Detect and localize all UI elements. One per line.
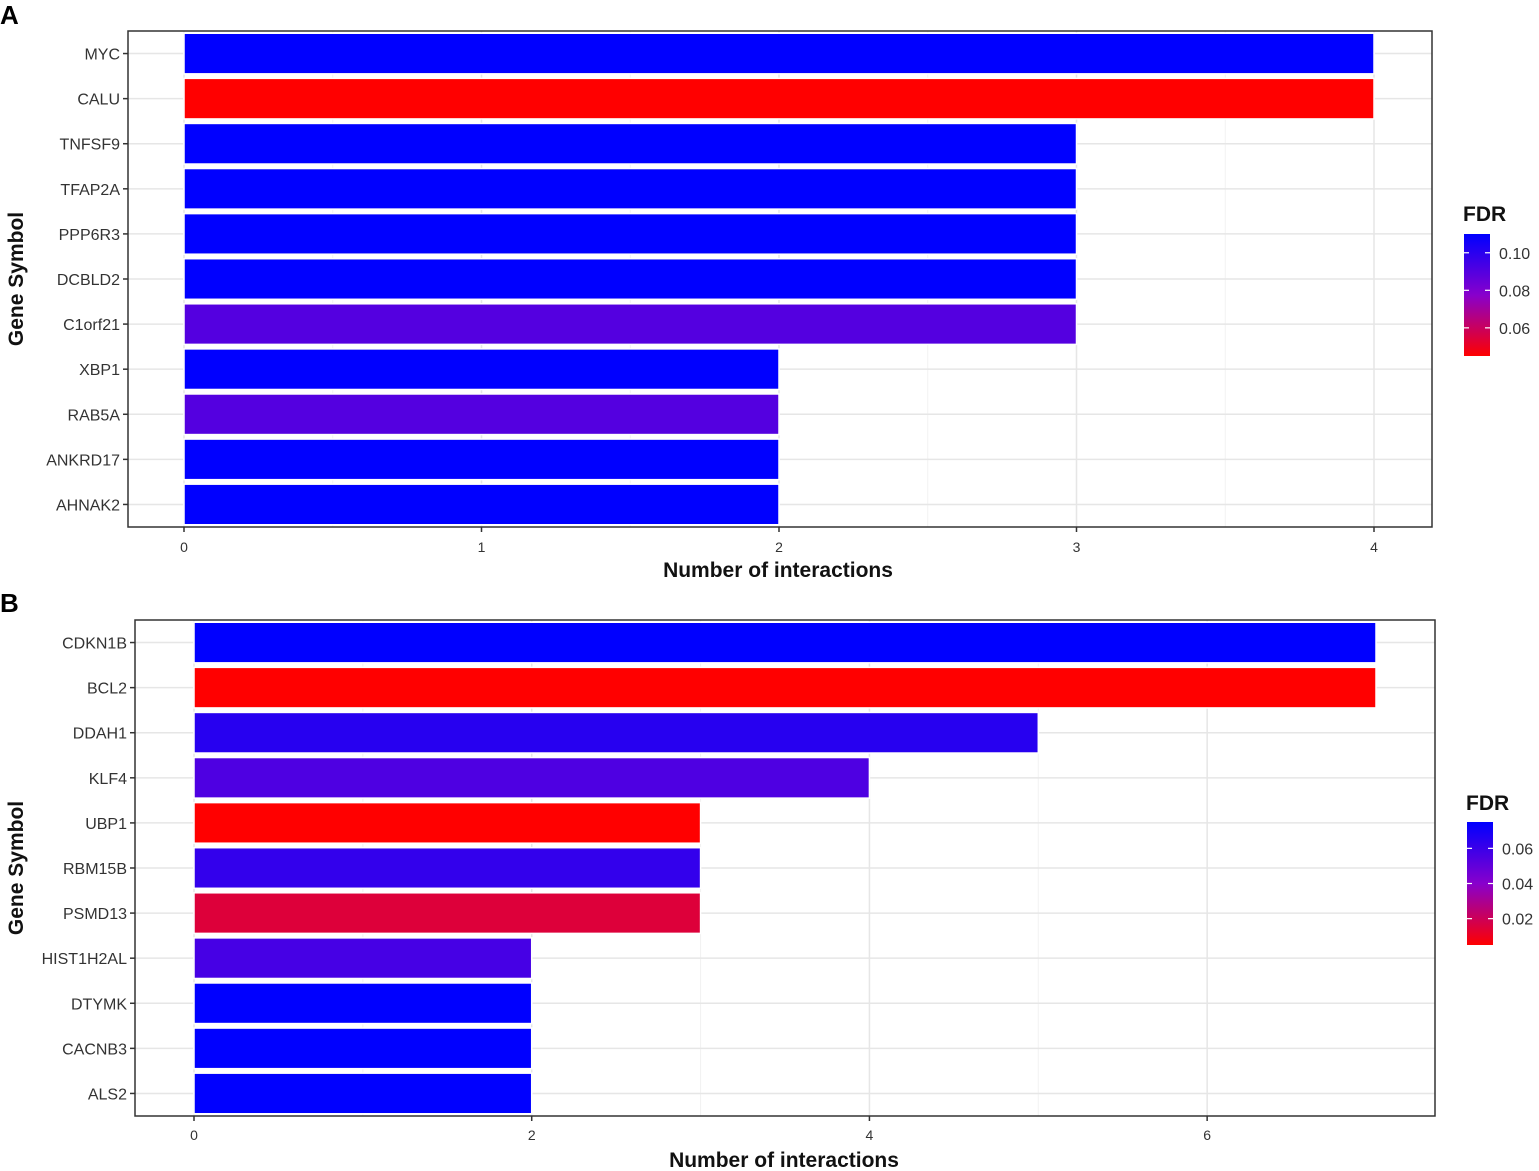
x-tick-label: 2 bbox=[528, 1127, 536, 1143]
bar-series bbox=[193, 621, 1377, 1115]
plot-area bbox=[134, 619, 1436, 1117]
bar-calu bbox=[183, 77, 1375, 120]
bar-xbp1 bbox=[183, 348, 780, 391]
legend-colorbar bbox=[1464, 234, 1490, 356]
y-tick-label: PSMD13 bbox=[63, 906, 127, 923]
panel-tag: B bbox=[0, 588, 19, 618]
panel-a: A Number of interactions Gene Symbol FDR… bbox=[0, 0, 1530, 582]
y-tick-label: MYC bbox=[84, 47, 120, 64]
panel-b: B Number of interactions Gene Symbol FDR… bbox=[0, 588, 1533, 1171]
y-tick-label: TNFSF9 bbox=[60, 137, 121, 154]
bar-rbm15b bbox=[193, 846, 702, 890]
y-tick-label: DTYMK bbox=[71, 996, 127, 1013]
y-axis-title: Gene Symbol bbox=[5, 801, 28, 935]
bar-ahnak2 bbox=[183, 483, 780, 526]
bar-dtymk bbox=[193, 982, 533, 1025]
legend-tick-label: 0.02 bbox=[1502, 912, 1533, 929]
x-tick-label: 0 bbox=[180, 539, 188, 555]
bar-klf4 bbox=[193, 756, 871, 799]
x-tick-label: 1 bbox=[478, 539, 486, 555]
bar-myc bbox=[183, 32, 1375, 75]
y-tick-label: PPP6R3 bbox=[59, 227, 120, 244]
legend-title: FDR bbox=[1463, 203, 1506, 226]
bar-tfap2a bbox=[183, 167, 1078, 210]
y-axis-title: Gene Symbol bbox=[5, 212, 28, 346]
y-tick-label: C1orf21 bbox=[63, 317, 120, 334]
y-tick-label: RAB5A bbox=[68, 407, 121, 424]
bar-ankrd17 bbox=[183, 438, 780, 481]
bar-cacnb3 bbox=[193, 1027, 533, 1070]
y-tick-label: AHNAK2 bbox=[56, 497, 120, 514]
bar-ubp1 bbox=[193, 801, 702, 844]
legend-tick-label: 0.06 bbox=[1499, 321, 1530, 338]
bar-ddah1 bbox=[193, 711, 1040, 754]
plot-area bbox=[127, 30, 1433, 528]
legend-tick-label: 0.10 bbox=[1499, 246, 1530, 263]
bar-c1orf21 bbox=[183, 303, 1078, 346]
y-tick-label: DCBLD2 bbox=[57, 272, 120, 289]
legend-tick-label: 0.06 bbox=[1502, 841, 1533, 858]
y-tick-label: RBM15B bbox=[63, 861, 127, 878]
x-tick-label: 4 bbox=[866, 1127, 874, 1143]
x-tick-label: 0 bbox=[190, 1127, 198, 1143]
x-tick-label: 4 bbox=[1370, 539, 1378, 555]
bar-cdkn1b bbox=[193, 621, 1377, 664]
y-tick-label: ALS2 bbox=[88, 1086, 127, 1103]
y-tick-label: HIST1H2AL bbox=[42, 951, 127, 968]
bar-rab5a bbox=[183, 393, 780, 436]
y-tick-label: UBP1 bbox=[85, 816, 127, 833]
legend-tick-label: 0.04 bbox=[1502, 877, 1533, 894]
bar-bcl2 bbox=[193, 666, 1377, 709]
fdr-legend: FDR bbox=[1463, 203, 1506, 356]
x-axis-title: Number of interactions bbox=[669, 1149, 899, 1171]
x-axis-title: Number of interactions bbox=[663, 559, 893, 582]
bar-als2 bbox=[193, 1072, 533, 1115]
y-tick-label: KLF4 bbox=[89, 771, 127, 788]
bar-dcbld2 bbox=[183, 257, 1078, 301]
bar-psmd13 bbox=[193, 892, 702, 935]
y-tick-label: CACNB3 bbox=[62, 1041, 127, 1058]
panel-tag: A bbox=[0, 0, 19, 30]
x-tick-label: 2 bbox=[775, 539, 783, 555]
legend-title: FDR bbox=[1466, 792, 1509, 815]
y-tick-label: ANKRD17 bbox=[46, 452, 120, 469]
y-tick-label: DDAH1 bbox=[73, 726, 127, 743]
y-tick-label: TFAP2A bbox=[60, 182, 120, 199]
bar-hist1h2al bbox=[193, 937, 533, 980]
bar-ppp6r3 bbox=[183, 212, 1078, 255]
y-tick-label: XBP1 bbox=[79, 362, 120, 379]
x-tick-label: 3 bbox=[1073, 539, 1081, 555]
x-tick-label: 6 bbox=[1203, 1127, 1211, 1143]
y-tick-label: CDKN1B bbox=[62, 636, 127, 653]
legend-tick-label: 0.08 bbox=[1499, 283, 1530, 300]
bar-series bbox=[183, 32, 1375, 526]
bar-tnfsf9 bbox=[183, 122, 1078, 165]
y-tick-label: BCL2 bbox=[87, 681, 127, 698]
y-tick-label: CALU bbox=[77, 92, 120, 109]
